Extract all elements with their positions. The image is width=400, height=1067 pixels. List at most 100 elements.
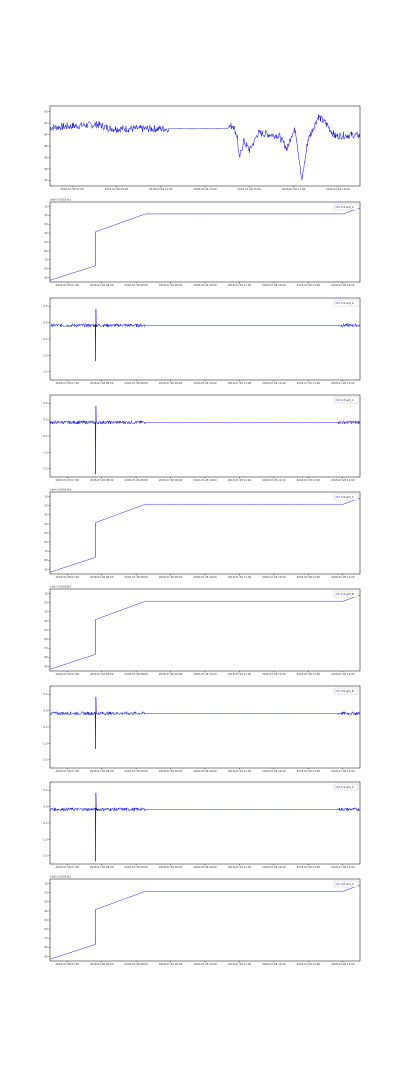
- y-tick-label: -0.5: [42, 434, 47, 438]
- legend-entry: 3/2 sph_C: [341, 882, 354, 886]
- x-tick-label: 2018-07-28 10:00: [193, 283, 217, 287]
- y-tick-label: 20: [44, 213, 48, 217]
- x-tick-label: 2018-07-28 11:00: [228, 478, 252, 482]
- axis-offset-text: 1e6+3.00033e1: [50, 875, 71, 879]
- x-tick-label: 2018-07-28 11:00: [228, 575, 252, 579]
- x-tick-label: 2018-07-28 09:00: [105, 187, 129, 191]
- x-tick-label: 2018-07-28 17:00: [282, 187, 306, 191]
- legend-box: [333, 396, 359, 404]
- series-line: [49, 696, 361, 749]
- y-tick-label: 40: [44, 909, 48, 913]
- x-tick-label: 2018-07-28 12:00: [262, 478, 286, 482]
- y-tick-label: 70: [44, 549, 48, 553]
- y-tick-label: 80: [44, 110, 48, 114]
- plot-frame: [49, 394, 361, 478]
- series-line: [49, 405, 361, 475]
- y-tick-label: 0.0: [43, 805, 47, 809]
- x-tick-label: 2018-07-28 08:00: [90, 283, 114, 287]
- y-tick-label: 30: [44, 513, 48, 517]
- y-tick-label: 70: [44, 936, 48, 940]
- x-tick-label: 2018-07-28 08:00: [124, 381, 148, 385]
- x-tick-label: 2018-07-28 13:00: [297, 381, 321, 385]
- series-line: [49, 884, 361, 960]
- x-tick-label: 2018-07-28 14:00: [331, 769, 355, 773]
- plot-frame: [49, 685, 361, 769]
- y-tick-label: -0.5: [42, 337, 47, 341]
- x-tick-label: 2018-07-28 08:00: [90, 672, 114, 676]
- x-tick-label: 2018-07-28 09:00: [159, 381, 183, 385]
- x-tick-label: 2018-07-28 09:00: [159, 865, 183, 869]
- y-tick-label: 92: [44, 178, 48, 182]
- y-tick-label: -1.0: [42, 741, 47, 745]
- x-tick-label: 2018-07-28 13:00: [297, 865, 321, 869]
- y-tick-label: 10: [44, 591, 48, 595]
- x-tick-label: 2018-07-28 08:00: [90, 962, 114, 966]
- y-tick-label: 0.5: [43, 788, 47, 792]
- legend-entry: 1/3 sph_C: [341, 398, 354, 402]
- y-tick-label: 88: [44, 155, 48, 159]
- x-tick-label: 2018-07-28 08:00: [124, 478, 148, 482]
- x-tick-label: 2018-07-28 10:00: [193, 478, 217, 482]
- x-tick-label: 2018-07-28 12:00: [262, 672, 286, 676]
- y-tick-label: 90: [44, 567, 48, 571]
- x-tick-label: 2018-07-28 12:00: [262, 962, 286, 966]
- y-tick-label: 40: [44, 231, 48, 235]
- y-tick-label: -0.5: [42, 821, 47, 825]
- y-tick-label: 86: [44, 144, 48, 148]
- chart-panel-2: 10 20 30 40 50 60 70 80 90 2018-07-28 07:28 2018-0…: [44, 198, 361, 287]
- axis-offset-text: 1e6+3.00033e1: [50, 585, 71, 589]
- x-tick-label: 2018-07-28 14:00: [331, 575, 355, 579]
- y-tick-label: 0.0: [43, 418, 47, 422]
- x-tick-label: 2018-07-28 12:00: [262, 381, 286, 385]
- series-line: [49, 497, 361, 573]
- y-tick-label: 60: [44, 249, 48, 253]
- y-tick-label: 50: [44, 531, 48, 535]
- y-tick-label: 10: [44, 494, 48, 498]
- y-tick-label: 10: [44, 881, 48, 885]
- x-tick-label: 2018-07-28 13:00: [297, 575, 321, 579]
- x-tick-label: 2018-07-28 08:00: [90, 381, 114, 385]
- x-tick-label: 2018-07-28 14:00: [331, 478, 355, 482]
- y-tick-label: 70: [44, 646, 48, 650]
- chart-panel-1: 80 82 84 86 88 90 92 2018-07-28 07:00 2018-07-28…: [44, 105, 361, 191]
- x-tick-label: 2018-07-28 08:00: [90, 769, 114, 773]
- legend-entry: 1/1 sph_B: [341, 592, 354, 596]
- series-line: [49, 114, 361, 180]
- x-tick-label: 2018-07-28 12:00: [262, 769, 286, 773]
- chart-panel-6: 10 20 30 40 50 60 70 80 90 2018-07-28 07:28 2018-0…: [44, 585, 361, 676]
- legend-box: [333, 783, 359, 791]
- y-tick-label: 50: [44, 240, 48, 244]
- x-tick-label: 2018-07-28 08:00: [124, 672, 148, 676]
- chart-panel-7: 0.5 0.0 -0.5 -1.0 -1.5 2018-07-28 07:28 2018-0…: [42, 685, 361, 773]
- plot-frame: [49, 105, 361, 187]
- y-tick-label: 80: [44, 945, 48, 949]
- x-tick-label: 2018-07-28 07:00: [60, 187, 84, 191]
- chart-panel-8: 0.5 0.0 -0.5 -1.0 -1.5 2018-07-28 07:28 2018-0…: [42, 781, 361, 869]
- y-tick-label: -1.5: [42, 370, 47, 374]
- y-tick-label: 70: [44, 258, 48, 262]
- y-tick-label: 90: [44, 275, 48, 279]
- plot-frame: [49, 781, 361, 865]
- y-tick-label: 10: [44, 204, 48, 208]
- legend-entry: 1/2 sph_C: [341, 495, 354, 499]
- x-tick-label: 2018-07-28 13:00: [193, 187, 217, 191]
- x-tick-label: 2018-07-28 09:00: [159, 575, 183, 579]
- x-tick-label: 2018-07-28 11:00: [228, 283, 252, 287]
- legend-box: [333, 590, 359, 598]
- chart-panel-3: 0.5 0.0 -0.5 -1.0 -1.5 2018-07-28 07:28 2018-0…: [42, 297, 361, 385]
- series-line: [49, 594, 361, 670]
- y-tick-label: 90: [44, 954, 48, 958]
- x-tick-label: 2018-07-28 07:28: [56, 478, 80, 482]
- x-tick-label: 2018-07-28 07:28: [56, 769, 80, 773]
- legend-box: [333, 203, 359, 211]
- legend-entry: 1/1 sph_C: [341, 785, 354, 789]
- legend-box: [333, 493, 359, 501]
- x-tick-label: 2018-07-28 14:00: [331, 865, 355, 869]
- x-tick-label: 2018-07-28 07:28: [56, 672, 80, 676]
- x-tick-label: 2018-07-28 07:28: [56, 962, 80, 966]
- y-tick-label: 30: [44, 222, 48, 226]
- x-tick-label: 2018-07-28 10:00: [193, 865, 217, 869]
- y-tick-label: 0.0: [43, 709, 47, 713]
- y-tick-label: 20: [44, 601, 48, 605]
